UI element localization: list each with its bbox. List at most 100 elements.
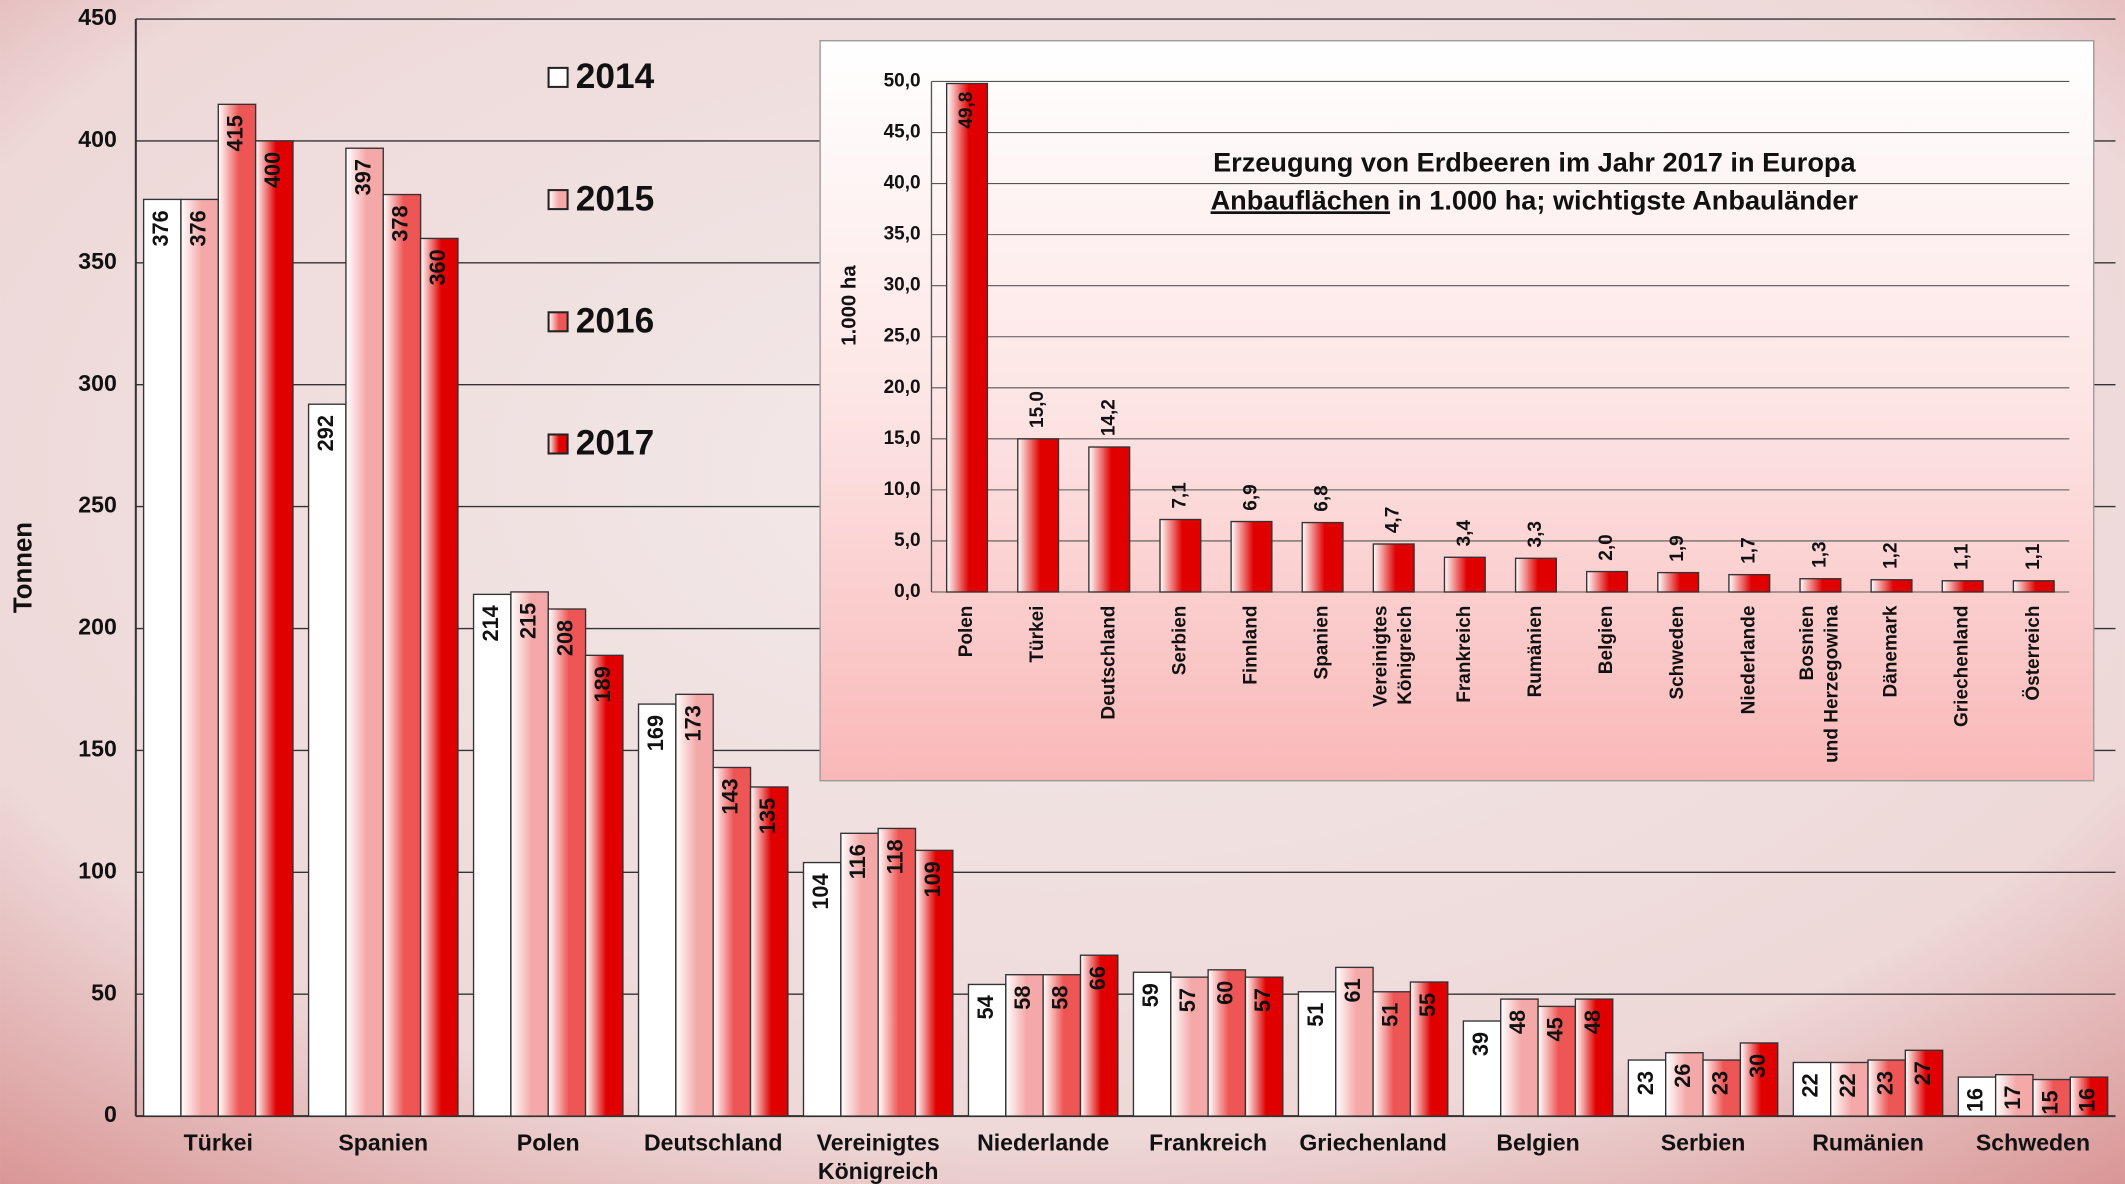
bar — [1409, 981, 1449, 1117]
value-label: 54 — [973, 995, 998, 1019]
inset-subtitle: Anbauflächen in 1.000 ha; wichtigste Anb… — [1211, 184, 1859, 215]
y-tick-label: 50,0 — [884, 70, 921, 91]
x-tick-label: Dänemark — [1881, 605, 1902, 697]
legend-swatch — [547, 66, 569, 88]
value-label: 27 — [1910, 1061, 1935, 1085]
bar — [547, 608, 587, 1117]
value-label: 7,1 — [1169, 482, 1190, 509]
x-tick-label: Rumänien — [1525, 606, 1546, 698]
bar — [1443, 556, 1486, 593]
value-label: 3,3 — [1525, 521, 1546, 547]
value-label: 104 — [808, 873, 833, 909]
bar — [1079, 954, 1119, 1117]
value-label: 1,1 — [1952, 543, 1973, 570]
value-label: 1,1 — [2023, 543, 2044, 570]
value-label: 169 — [643, 715, 668, 751]
bar — [307, 403, 347, 1117]
x-tick-label: Spanien — [1312, 606, 1333, 680]
value-label: 135 — [755, 798, 780, 834]
bar — [1170, 976, 1209, 1117]
y-tick-label: 350 — [78, 248, 117, 274]
value-label: 378 — [388, 205, 413, 241]
value-label: 58 — [1010, 986, 1035, 1010]
bar — [1244, 976, 1284, 1117]
bar — [382, 193, 422, 1117]
value-label: 292 — [313, 415, 338, 451]
bar — [1665, 1052, 1704, 1117]
x-tick-label: Griechenland — [1952, 606, 1973, 727]
value-label: 6,8 — [1312, 485, 1333, 511]
y-tick-label: 10,0 — [884, 479, 921, 500]
y-tick-label: 400 — [78, 126, 117, 152]
x-tick-label: Frankreich — [1454, 606, 1475, 703]
value-label: 23 — [1633, 1071, 1658, 1095]
bar — [1829, 1061, 1869, 1117]
bar — [1372, 991, 1412, 1117]
y-tick-label: 5,0 — [894, 530, 920, 551]
value-label: 1,3 — [1809, 541, 1830, 567]
bar — [217, 103, 257, 1117]
y-tick-label: 30,0 — [884, 275, 921, 296]
y-axis-label: 1.000 ha — [838, 265, 860, 346]
value-label: 55 — [1415, 993, 1440, 1017]
value-label: 215 — [515, 603, 540, 639]
x-tick-label: Türkei — [1027, 606, 1048, 663]
value-label: 39 — [1468, 1032, 1493, 1056]
value-label: 66 — [1085, 966, 1110, 990]
y-tick-label: 45,0 — [884, 122, 921, 143]
x-tick-label: Österreich — [2023, 606, 2044, 701]
y-tick-label: 200 — [78, 614, 117, 640]
y-tick-label: 15,0 — [884, 428, 921, 449]
value-label: 58 — [1048, 986, 1073, 1010]
bar — [510, 591, 549, 1117]
x-tick-label: Schweden — [1667, 606, 1688, 700]
legend-label: 2015 — [576, 179, 655, 218]
y-tick-label: 50 — [91, 979, 117, 1005]
value-label: 57 — [1250, 988, 1275, 1012]
bar — [1657, 571, 1700, 593]
bar — [254, 140, 294, 1117]
x-tick-label: Finnland — [1241, 606, 1262, 685]
value-label: 4,7 — [1383, 507, 1404, 533]
bar — [1586, 570, 1629, 593]
value-label: 48 — [1505, 1010, 1530, 1034]
bar — [180, 198, 219, 1117]
bar — [712, 766, 752, 1117]
legend-swatch — [547, 189, 569, 211]
inset-title: Erzeugung von Erdbeeren im Jahr 2017 in … — [1213, 146, 1856, 177]
x-tick-label: Griechenland — [1299, 1130, 1446, 1156]
bar — [1904, 1049, 1944, 1117]
legend-swatch — [547, 433, 569, 455]
value-label: 1,2 — [1881, 542, 1902, 568]
bar — [1297, 991, 1337, 1117]
y-tick-label: 0 — [104, 1101, 117, 1127]
x-tick-label: Türkei — [184, 1130, 253, 1156]
bar — [472, 593, 512, 1117]
bar — [1372, 543, 1415, 593]
x-tick-label: Serbien — [1169, 606, 1190, 676]
bar — [1627, 1059, 1667, 1117]
x-tick-label: Spanien — [338, 1130, 428, 1156]
x-tick-label: Deutschland — [1098, 606, 1119, 720]
value-label: 45 — [1542, 1017, 1567, 1041]
y-tick-label: 150 — [78, 736, 117, 762]
value-label: 143 — [718, 778, 743, 814]
bar — [1005, 974, 1044, 1117]
y-tick-label: 100 — [78, 857, 117, 883]
value-label: 173 — [680, 705, 705, 741]
value-label: 23 — [1707, 1071, 1732, 1095]
bar — [1957, 1076, 1997, 1117]
value-label: 16 — [1963, 1088, 1988, 1112]
bar — [945, 82, 989, 593]
value-label: 14,2 — [1098, 399, 1119, 436]
legend-label: 2014 — [576, 57, 655, 96]
bar — [1132, 971, 1172, 1117]
bar — [2069, 1076, 2109, 1117]
bar — [675, 693, 714, 1117]
y-axis-label: Tonnen — [9, 522, 37, 613]
value-label: 116 — [845, 844, 870, 879]
bar — [637, 703, 677, 1117]
value-label: 109 — [920, 861, 945, 897]
value-label: 376 — [185, 210, 210, 246]
